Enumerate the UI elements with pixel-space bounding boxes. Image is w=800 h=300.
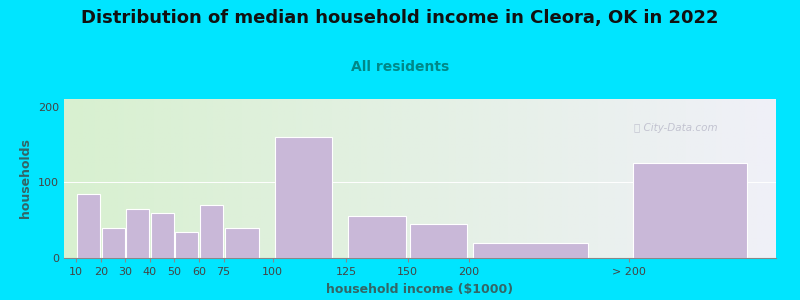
Bar bbox=[633, 164, 747, 258]
X-axis label: household income ($1000): household income ($1000) bbox=[326, 283, 514, 296]
Bar bbox=[349, 216, 406, 258]
Bar bbox=[102, 228, 125, 258]
Bar bbox=[410, 224, 467, 258]
Text: Distribution of median household income in Cleora, OK in 2022: Distribution of median household income … bbox=[82, 9, 718, 27]
Bar bbox=[200, 205, 222, 258]
Text: ⓘ City-Data.com: ⓘ City-Data.com bbox=[634, 123, 718, 133]
Bar bbox=[150, 213, 174, 258]
Bar bbox=[175, 232, 198, 258]
Y-axis label: households: households bbox=[19, 139, 33, 218]
Bar bbox=[126, 209, 149, 258]
Text: All residents: All residents bbox=[351, 60, 449, 74]
Bar bbox=[77, 194, 100, 258]
Bar bbox=[275, 137, 332, 258]
Bar bbox=[474, 243, 587, 258]
Bar bbox=[225, 228, 259, 258]
